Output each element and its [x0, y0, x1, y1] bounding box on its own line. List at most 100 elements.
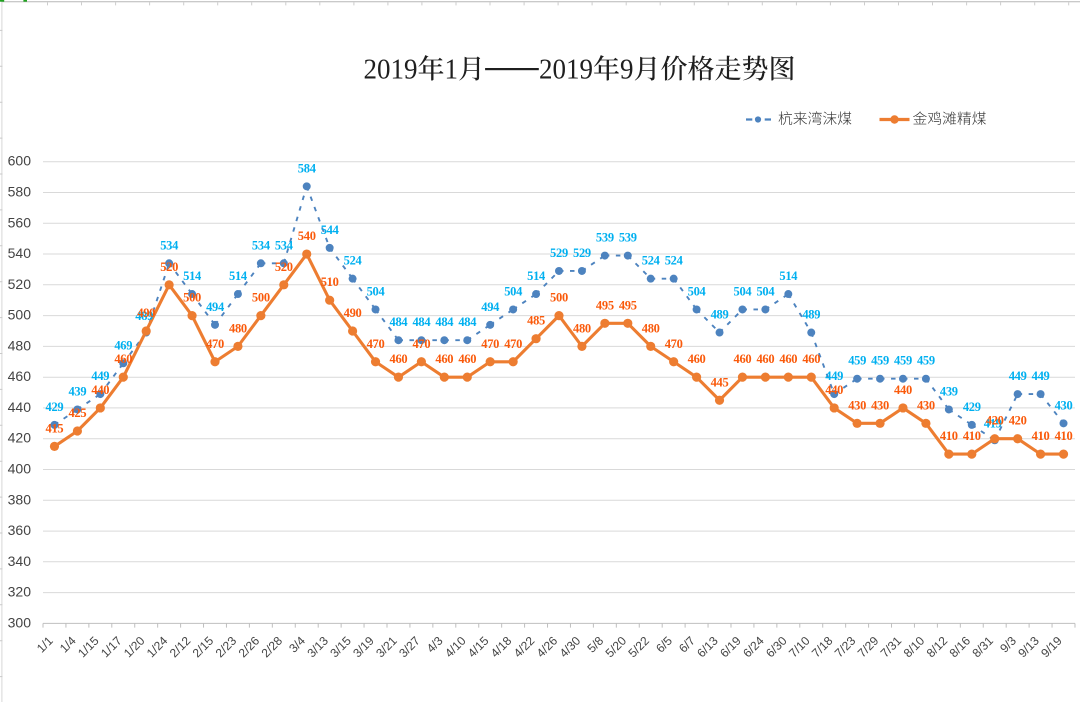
svg-text:485: 485: [527, 314, 545, 328]
svg-text:460: 460: [458, 352, 476, 366]
svg-text:489: 489: [802, 308, 820, 322]
svg-text:544: 544: [321, 223, 340, 237]
svg-text:514: 514: [229, 269, 248, 283]
svg-text:514: 514: [779, 269, 798, 283]
svg-text:480: 480: [573, 321, 591, 335]
svg-text:534: 534: [252, 238, 271, 252]
svg-text:500: 500: [550, 291, 568, 305]
svg-text:470: 470: [481, 337, 499, 351]
svg-text:1: 1: [445, 53, 459, 85]
svg-text:460: 460: [435, 352, 453, 366]
svg-text:460: 460: [779, 352, 797, 366]
svg-text:529: 529: [550, 246, 568, 260]
svg-text:420: 420: [986, 414, 1004, 428]
svg-text:460: 460: [114, 352, 132, 366]
svg-text:470: 470: [206, 337, 224, 351]
svg-text:420: 420: [8, 430, 32, 446]
svg-text:480: 480: [642, 321, 660, 335]
svg-text:500: 500: [183, 291, 201, 305]
svg-text:410: 410: [963, 429, 981, 443]
svg-text:484: 484: [412, 315, 431, 329]
svg-text:410: 410: [940, 429, 958, 443]
svg-text:440: 440: [894, 383, 912, 397]
svg-text:529: 529: [573, 246, 591, 260]
svg-text:459: 459: [917, 354, 935, 368]
svg-text:560: 560: [8, 214, 32, 230]
svg-text:425: 425: [68, 406, 86, 420]
svg-text:524: 524: [344, 254, 363, 268]
svg-text:470: 470: [412, 337, 430, 351]
svg-text:430: 430: [848, 398, 866, 412]
svg-text:360: 360: [8, 522, 32, 538]
svg-text:510: 510: [321, 275, 339, 289]
svg-text:470: 470: [665, 337, 683, 351]
svg-text:419: 419: [984, 417, 1002, 431]
svg-text:524: 524: [642, 254, 661, 268]
svg-text:489: 489: [135, 309, 153, 323]
svg-text:460: 460: [756, 352, 774, 366]
svg-text:539: 539: [596, 231, 614, 245]
svg-text:489: 489: [711, 308, 729, 322]
svg-text:460: 460: [8, 368, 32, 384]
svg-text:410: 410: [1055, 429, 1073, 443]
svg-text:440: 440: [91, 383, 109, 397]
svg-text:460: 460: [802, 352, 820, 366]
svg-text:470: 470: [367, 337, 385, 351]
svg-text:600: 600: [8, 153, 32, 169]
svg-text:524: 524: [665, 254, 684, 268]
svg-text:439: 439: [68, 384, 86, 398]
svg-text:459: 459: [871, 354, 889, 368]
svg-text:504: 504: [504, 284, 523, 298]
svg-text:520: 520: [8, 276, 32, 292]
svg-text:490: 490: [137, 306, 155, 320]
svg-text:449: 449: [1009, 369, 1027, 383]
svg-text:445: 445: [711, 375, 729, 389]
svg-text:495: 495: [619, 298, 637, 312]
svg-text:420: 420: [1009, 414, 1027, 428]
svg-text:540: 540: [8, 245, 32, 261]
svg-text:520: 520: [275, 260, 293, 274]
svg-text:539: 539: [619, 231, 637, 245]
svg-text:449: 449: [91, 369, 109, 383]
svg-text:534: 534: [275, 238, 294, 252]
svg-text:514: 514: [183, 269, 202, 283]
svg-text:430: 430: [871, 398, 889, 412]
svg-text:504: 504: [688, 284, 707, 298]
svg-text:459: 459: [848, 354, 866, 368]
svg-text:504: 504: [756, 284, 775, 298]
svg-text:340: 340: [8, 553, 32, 569]
svg-text:380: 380: [8, 491, 32, 507]
svg-text:495: 495: [596, 298, 614, 312]
svg-text:490: 490: [344, 306, 362, 320]
svg-text:484: 484: [390, 315, 409, 329]
svg-text:460: 460: [688, 352, 706, 366]
svg-text:300: 300: [8, 614, 32, 630]
svg-text:439: 439: [940, 384, 958, 398]
svg-text:440: 440: [8, 399, 32, 415]
svg-text:540: 540: [298, 229, 316, 243]
svg-text:584: 584: [298, 161, 317, 175]
svg-text:2019: 2019: [364, 53, 418, 85]
svg-text:460: 460: [734, 352, 752, 366]
svg-text:9: 9: [620, 53, 634, 85]
svg-text:460: 460: [390, 352, 408, 366]
svg-text:469: 469: [114, 338, 132, 352]
svg-text:459: 459: [894, 354, 912, 368]
svg-text:494: 494: [481, 300, 500, 314]
svg-text:514: 514: [527, 269, 546, 283]
svg-text:430: 430: [1055, 398, 1073, 412]
svg-text:500: 500: [252, 291, 270, 305]
svg-text:480: 480: [229, 321, 247, 335]
svg-text:470: 470: [504, 337, 522, 351]
svg-text:440: 440: [825, 383, 843, 397]
svg-text:494: 494: [206, 300, 225, 314]
svg-text:449: 449: [825, 369, 843, 383]
svg-text:430: 430: [917, 398, 935, 412]
svg-text:580: 580: [8, 184, 32, 200]
svg-text:400: 400: [8, 461, 32, 477]
svg-text:415: 415: [46, 421, 64, 435]
svg-text:449: 449: [1032, 369, 1050, 383]
svg-text:520: 520: [160, 260, 178, 274]
svg-text:484: 484: [458, 315, 477, 329]
svg-text:534: 534: [160, 238, 179, 252]
